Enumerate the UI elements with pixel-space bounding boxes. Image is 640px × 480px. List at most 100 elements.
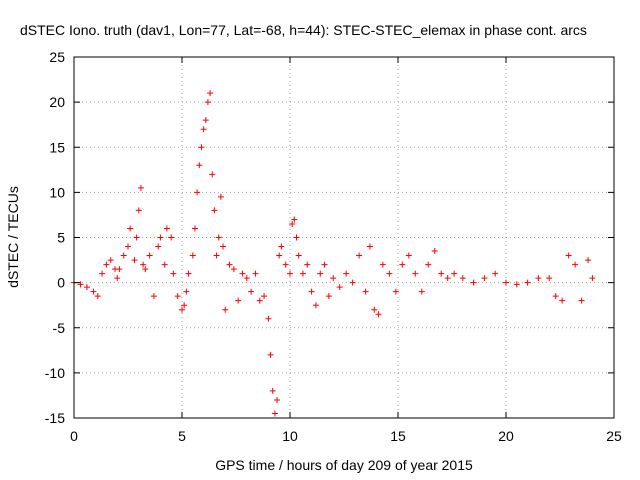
x-tick-label: 0 bbox=[70, 428, 78, 444]
data-point bbox=[470, 279, 477, 286]
data-point bbox=[282, 261, 289, 268]
x-tick-label: 5 bbox=[178, 428, 186, 444]
data-point bbox=[90, 288, 97, 295]
data-point bbox=[168, 234, 175, 241]
data-point bbox=[256, 297, 263, 304]
data-point bbox=[131, 257, 138, 264]
data-point bbox=[120, 252, 127, 259]
data-point bbox=[204, 99, 211, 106]
data-point bbox=[425, 261, 432, 268]
data-point bbox=[287, 270, 293, 277]
data-point bbox=[185, 270, 192, 277]
data-point bbox=[239, 270, 246, 277]
x-tick-label: 20 bbox=[498, 428, 514, 444]
y-tick-label: -5 bbox=[53, 320, 66, 336]
data-point bbox=[103, 261, 110, 268]
y-tick-label: -15 bbox=[45, 410, 65, 426]
grid bbox=[74, 57, 614, 418]
data-point bbox=[276, 252, 283, 259]
data-point bbox=[114, 275, 121, 282]
x-tick-label: 15 bbox=[390, 428, 406, 444]
data-point bbox=[226, 261, 233, 268]
x-axis-label: GPS time / hours of day 209 of year 2015 bbox=[215, 457, 473, 473]
data-point bbox=[161, 261, 168, 268]
data-point bbox=[308, 288, 315, 295]
data-point bbox=[222, 306, 229, 313]
data-point bbox=[379, 261, 386, 268]
data-point bbox=[267, 351, 274, 358]
data-point bbox=[362, 288, 369, 295]
data-point bbox=[291, 216, 298, 223]
data-point bbox=[189, 252, 196, 259]
data-point bbox=[133, 234, 140, 241]
data-point bbox=[163, 225, 170, 232]
data-point bbox=[181, 302, 188, 309]
data-point bbox=[83, 284, 90, 291]
data-point bbox=[230, 266, 237, 273]
data-point bbox=[213, 252, 220, 259]
data-point bbox=[274, 396, 281, 403]
data-point bbox=[481, 275, 488, 282]
data-point bbox=[200, 126, 207, 133]
y-tick-label: 10 bbox=[49, 184, 65, 200]
data-point bbox=[503, 279, 509, 286]
data-point bbox=[589, 275, 596, 282]
chart-title: dSTEC Iono. truth (dav1, Lon=77, Lat=-68… bbox=[20, 22, 587, 38]
data-point bbox=[198, 144, 205, 151]
data-point bbox=[194, 189, 201, 196]
data-point bbox=[220, 243, 227, 250]
data-point bbox=[317, 270, 324, 277]
y-tick-label: 20 bbox=[49, 94, 65, 110]
data-point bbox=[585, 257, 592, 264]
data-point bbox=[513, 281, 520, 288]
data-point bbox=[99, 270, 106, 277]
data-point bbox=[459, 275, 466, 282]
data-point bbox=[343, 270, 350, 277]
data-point bbox=[535, 275, 542, 282]
data-point bbox=[312, 302, 319, 309]
data-point bbox=[135, 207, 142, 214]
data-point bbox=[492, 270, 499, 277]
data-point bbox=[202, 117, 209, 124]
x-tick-label: 10 bbox=[282, 428, 298, 444]
data-point bbox=[207, 90, 214, 97]
data-point bbox=[252, 270, 259, 277]
data-point bbox=[278, 243, 285, 250]
data-point bbox=[196, 162, 203, 169]
data-point bbox=[265, 315, 272, 322]
data-point bbox=[243, 275, 250, 282]
data-point bbox=[191, 225, 198, 232]
data-point bbox=[146, 252, 153, 259]
data-point bbox=[356, 252, 363, 259]
data-point bbox=[552, 293, 559, 300]
data-point bbox=[179, 306, 185, 313]
data-point bbox=[217, 193, 224, 200]
data-point bbox=[211, 207, 218, 214]
data-point bbox=[127, 225, 134, 232]
data-point bbox=[524, 279, 531, 286]
data-point bbox=[261, 293, 268, 300]
data-point bbox=[565, 252, 572, 259]
data-point bbox=[94, 293, 101, 300]
data-point bbox=[399, 261, 406, 268]
y-tick-label: 0 bbox=[57, 275, 65, 291]
data-point bbox=[140, 261, 147, 268]
data-point bbox=[295, 252, 302, 259]
data-point bbox=[366, 243, 373, 250]
data-point bbox=[412, 270, 419, 277]
data-point bbox=[293, 234, 300, 241]
data-point bbox=[289, 220, 296, 227]
data-points bbox=[71, 90, 596, 417]
data-point bbox=[386, 270, 393, 277]
data-point bbox=[418, 288, 425, 295]
data-point bbox=[142, 266, 149, 273]
data-point bbox=[431, 248, 438, 255]
data-point bbox=[183, 288, 190, 295]
y-tick-label: 25 bbox=[49, 49, 65, 65]
y-axis-ticks: -15 -10 -5 0 5 10 15 20 25 bbox=[45, 49, 614, 426]
data-point bbox=[170, 270, 177, 277]
data-point bbox=[578, 297, 585, 304]
data-point bbox=[325, 293, 332, 300]
data-point bbox=[299, 270, 306, 277]
